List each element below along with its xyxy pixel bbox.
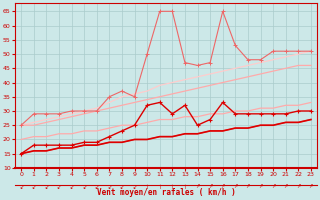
X-axis label: Vent moyen/en rafales ( km/h ): Vent moyen/en rafales ( km/h ) [97, 188, 236, 197]
